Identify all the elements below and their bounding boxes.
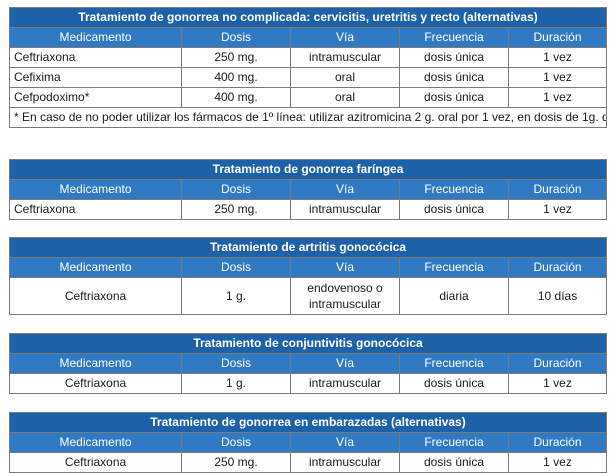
- table-title: Tratamiento de gonorrea faríngea: [8, 159, 608, 180]
- cell-frecuencia: dosis única: [399, 47, 509, 68]
- column-header-frecuencia: Frecuencia: [399, 179, 509, 200]
- column-header-frecuencia: Frecuencia: [399, 432, 509, 453]
- table-row: Ceftriaxona 1 g. intramuscular dosis úni…: [9, 373, 608, 394]
- column-header-medicamento: Medicamento: [9, 432, 182, 453]
- table-row: Ceftriaxona 250 mg. intramuscular dosis …: [9, 199, 608, 220]
- cell-duracion: 10 días: [507, 277, 608, 315]
- cell-medicamento: Ceftriaxona: [9, 277, 182, 315]
- cell-frecuencia: dosis única: [399, 199, 509, 220]
- cell-frecuencia: dosis única: [399, 67, 509, 88]
- cell-medicamento: Ceftriaxona: [9, 452, 182, 473]
- table-gonorrea-no-complicada: Tratamiento de gonorrea no complicada: c…: [8, 7, 608, 128]
- cell-frecuencia: dosis única: [399, 87, 509, 108]
- cell-via: intramuscular: [290, 199, 400, 220]
- cell-duracion: 1 vez: [508, 452, 607, 473]
- column-header-frecuencia: Frecuencia: [399, 353, 509, 374]
- column-header-dosis: Dosis: [181, 432, 291, 453]
- column-header-dosis: Dosis: [181, 353, 291, 374]
- column-header-duracion: Duración: [507, 257, 608, 278]
- cell-frecuencia: dosis única: [399, 452, 509, 473]
- table-gonorrea-embarazadas: Tratamiento de gonorrea en embarazadas (…: [9, 412, 607, 473]
- column-header-via: Vía: [290, 257, 400, 278]
- column-header-dosis: Dosis: [181, 27, 291, 48]
- table-gonorrea-faringea: Tratamiento de gonorrea faríngea Medicam…: [8, 159, 608, 220]
- cell-dosis: 1 g.: [181, 277, 291, 315]
- column-header-medicamento: Medicamento: [9, 179, 182, 200]
- table-title: Tratamiento de gonorrea no complicada: c…: [8, 7, 608, 28]
- table-title: Tratamiento de gonorrea en embarazadas (…: [9, 412, 607, 433]
- column-header-medicamento: Medicamento: [9, 257, 182, 278]
- column-header-duracion: Duración: [508, 432, 607, 453]
- table-row: Cefixima 400 mg. oral dosis única 1 vez: [9, 67, 608, 88]
- column-header-duracion: Duración: [507, 179, 608, 200]
- cell-duracion: 1 vez: [507, 67, 608, 88]
- cell-medicamento: Ceftriaxona: [9, 373, 182, 394]
- cell-medicamento: Cefixima: [9, 67, 182, 88]
- table-row: Cefpodoximo* 400 mg. oral dosis única 1 …: [9, 87, 608, 108]
- table-artritis-gonococica: Tratamiento de artritis gonocócica Medic…: [8, 237, 608, 315]
- cell-medicamento: Ceftriaxona: [9, 47, 182, 68]
- column-header-medicamento: Medicamento: [9, 27, 182, 48]
- cell-medicamento: Ceftriaxona: [9, 199, 182, 220]
- column-header-via: Vía: [290, 27, 400, 48]
- cell-medicamento: Cefpodoximo*: [9, 87, 182, 108]
- cell-via: intramuscular: [290, 452, 400, 473]
- cell-dosis: 1 g.: [181, 373, 291, 394]
- column-header-via: Vía: [290, 179, 400, 200]
- table-conjuntivitis-gonococica: Tratamiento de conjuntivitis gonocócica …: [8, 333, 608, 394]
- cell-frecuencia: diaria: [399, 277, 509, 315]
- cell-duracion: 1 vez: [507, 199, 608, 220]
- table-row: Ceftriaxona 250 mg. intramuscular dosis …: [9, 47, 608, 68]
- column-header-via: Vía: [290, 353, 400, 374]
- cell-dosis: 250 mg.: [181, 199, 291, 220]
- cell-via: oral: [290, 67, 400, 88]
- cell-via: intramuscular: [290, 373, 400, 394]
- cell-via: oral: [290, 87, 400, 108]
- table-row: Ceftriaxona 1 g. endovenoso o intramuscu…: [9, 277, 608, 315]
- cell-dosis: 250 mg.: [181, 47, 291, 68]
- column-header-medicamento: Medicamento: [9, 353, 182, 374]
- cell-frecuencia: dosis única: [399, 373, 509, 394]
- table-note: * En caso de no poder utilizar los fárma…: [8, 107, 608, 128]
- cell-dosis: 400 mg.: [181, 67, 291, 88]
- table-title: Tratamiento de artritis gonocócica: [8, 237, 608, 258]
- column-header-duracion: Duración: [507, 353, 608, 374]
- table-row: Ceftriaxona 250 mg. intramuscular dosis …: [9, 452, 607, 473]
- cell-duracion: 1 vez: [507, 47, 608, 68]
- cell-dosis: 400 mg.: [181, 87, 291, 108]
- table-note-row: * En caso de no poder utilizar los fárma…: [8, 107, 608, 128]
- column-header-frecuencia: Frecuencia: [399, 257, 509, 278]
- column-header-via: Vía: [290, 432, 400, 453]
- column-header-frecuencia: Frecuencia: [399, 27, 509, 48]
- cell-dosis: 250 mg.: [181, 452, 291, 473]
- cell-via: intramuscular: [290, 47, 400, 68]
- column-header-dosis: Dosis: [181, 179, 291, 200]
- cell-duracion: 1 vez: [507, 373, 608, 394]
- column-header-dosis: Dosis: [181, 257, 291, 278]
- column-header-duracion: Duración: [507, 27, 608, 48]
- cell-duracion: 1 vez: [507, 87, 608, 108]
- table-title: Tratamiento de conjuntivitis gonocócica: [8, 333, 608, 354]
- cell-via: endovenoso o intramuscular: [290, 277, 400, 315]
